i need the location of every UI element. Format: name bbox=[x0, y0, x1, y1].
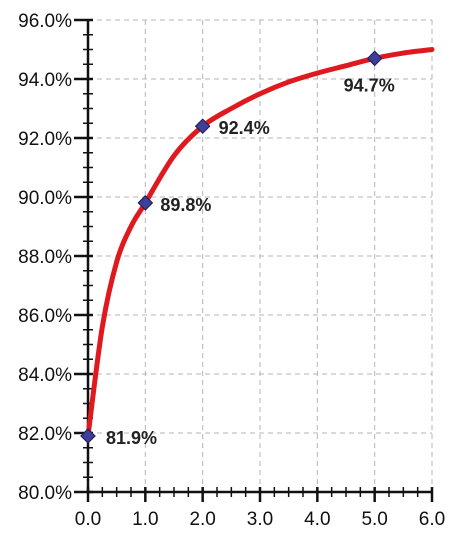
x-tick-label: 5.0 bbox=[361, 509, 387, 530]
x-tick-label: 2.0 bbox=[189, 509, 215, 530]
y-tick-label: 86.0% bbox=[18, 306, 72, 327]
y-tick-labels: 80.0% 82.0% 84.0% 86.0% 88.0% 90.0% 92.0% 94.0%… bbox=[18, 11, 72, 504]
y-tick-label: 96.0% bbox=[18, 11, 72, 32]
data-label: 92.4% bbox=[219, 118, 270, 138]
data-point-marker bbox=[80, 428, 96, 444]
data-point-marker bbox=[194, 118, 211, 135]
series-line bbox=[85, 47, 435, 439]
y-tick-label: 90.0% bbox=[18, 188, 72, 209]
grid-lines bbox=[88, 19, 433, 492]
series-layer bbox=[85, 47, 435, 439]
x-tick-labels: 0.0 1.0 2.0 3.0 4.0 5.0 6.0 bbox=[75, 509, 445, 530]
data-label-layer: 81.9% 89.8% 92.4% 94.7% bbox=[106, 75, 395, 448]
data-label: 81.9% bbox=[106, 428, 157, 448]
data-point-marker bbox=[137, 195, 154, 211]
x-tick-label: 0.0 bbox=[75, 509, 101, 530]
y-tick-label: 84.0% bbox=[18, 365, 72, 386]
y-tick-label: 88.0% bbox=[18, 247, 72, 268]
x-tick-label: 3.0 bbox=[247, 509, 273, 530]
y-tick-label: 94.0% bbox=[18, 70, 72, 91]
data-point-marker bbox=[366, 50, 383, 67]
y-tick-label: 80.0% bbox=[18, 483, 72, 504]
y-tick-label: 82.0% bbox=[18, 424, 72, 445]
x-tick-label: 1.0 bbox=[132, 509, 158, 530]
data-label: 89.8% bbox=[160, 195, 211, 215]
marker-layer bbox=[80, 50, 383, 444]
x-tick-label: 4.0 bbox=[304, 509, 330, 530]
data-label: 94.7% bbox=[344, 75, 395, 95]
x-tick-label: 6.0 bbox=[419, 509, 445, 530]
y-tick-label: 92.0% bbox=[18, 129, 72, 150]
